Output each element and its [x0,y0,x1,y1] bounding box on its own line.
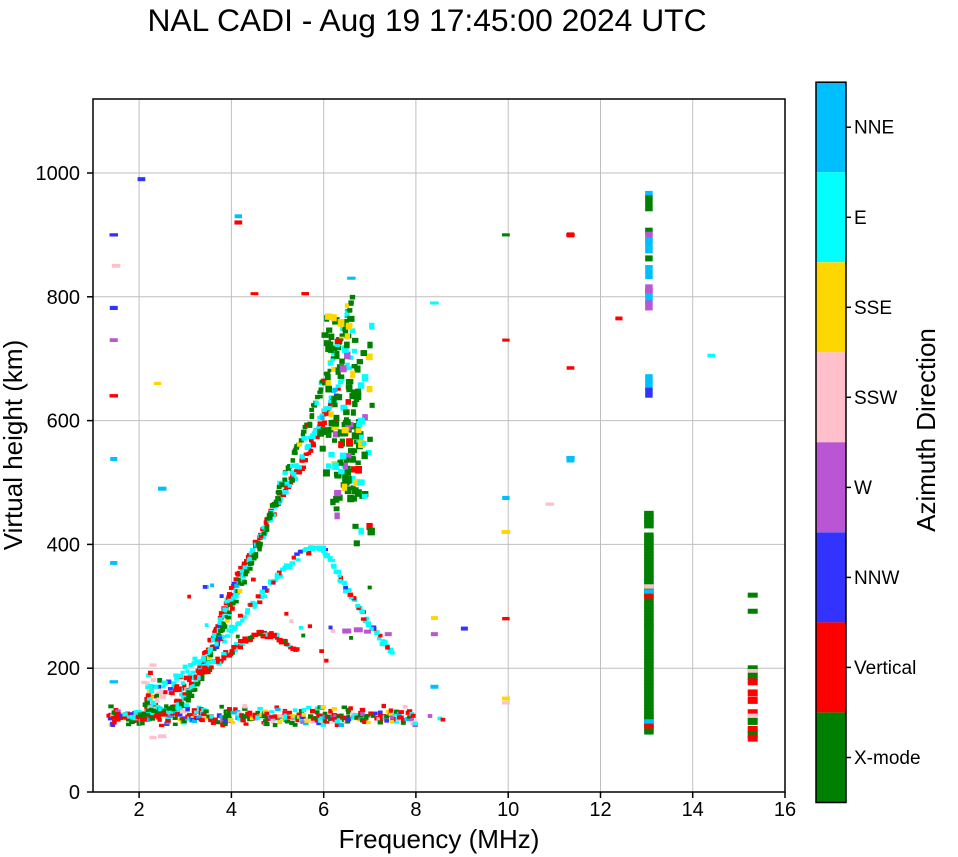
svg-text:2: 2 [134,799,145,821]
svg-text:1000: 1000 [36,163,81,185]
svg-text:W: W [854,478,872,499]
svg-text:Azimuth Direction: Azimuth Direction [911,328,941,532]
svg-text:10: 10 [497,799,519,821]
svg-text:0: 0 [69,782,80,804]
svg-text:NNE: NNE [854,118,894,139]
svg-text:12: 12 [589,799,611,821]
svg-text:8: 8 [410,799,421,821]
svg-text:Vertical: Vertical [854,658,916,679]
svg-text:E: E [854,208,867,229]
svg-text:X-mode: X-mode [854,748,921,769]
svg-text:600: 600 [47,411,80,433]
svg-text:800: 800 [47,287,80,309]
svg-text:400: 400 [47,534,80,556]
svg-text:200: 200 [47,658,80,680]
svg-text:4: 4 [226,799,237,821]
svg-text:Virtual height (km): Virtual height (km) [0,340,28,551]
svg-text:NNW: NNW [854,568,899,589]
svg-text:SSW: SSW [854,388,897,409]
svg-text:14: 14 [682,799,704,821]
svg-text:Frequency (MHz): Frequency (MHz) [339,824,540,854]
svg-text:6: 6 [318,799,329,821]
svg-text:16: 16 [774,799,796,821]
svg-text:SSE: SSE [854,298,892,319]
